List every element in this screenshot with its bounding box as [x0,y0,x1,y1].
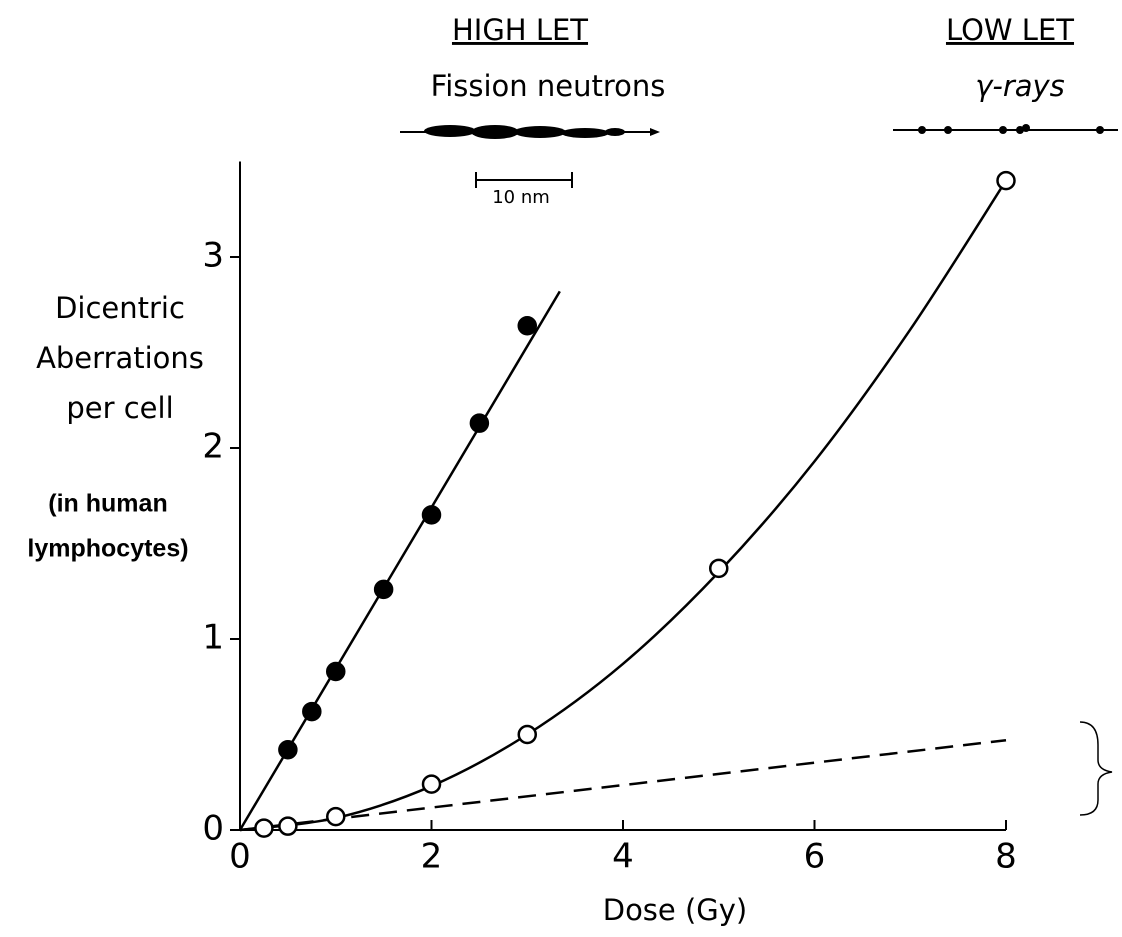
data-point [278,740,298,760]
y-tick-label: 2 [202,427,224,467]
y-label-note: lymphocytes) [27,535,188,563]
y-tick-label: 3 [202,236,224,276]
fit-line [238,290,561,831]
y-tick-label: 1 [202,618,224,658]
data-point [302,701,322,722]
x-tick-label: 8 [995,837,1017,877]
header-subtitle: Fission neutrons [431,69,666,103]
header-subtitle: γ-rays [975,69,1065,103]
header-title: HIGH LET [452,13,588,47]
data-point [326,661,346,682]
data-point [517,316,537,336]
track-dots [424,125,625,139]
y-label-line: Dicentric [55,291,185,325]
x-tick-label: 2 [421,837,443,877]
brace [1079,721,1113,816]
x-tick-label: 6 [804,837,826,877]
x-tick-label: 0 [229,837,251,877]
y-tick-label: 0 [202,809,224,849]
data-point [421,505,442,525]
y-label-note: (in human [48,490,167,518]
data-point [709,558,729,579]
data-point [469,413,490,433]
x-label: Dose (Gy) [603,893,748,927]
data-point [254,818,274,838]
data-point [421,774,442,794]
arrow [650,128,660,136]
y-label-line: Aberrations [36,341,204,375]
data-point [996,170,1016,191]
x-tick-label: 4 [612,837,634,877]
y-label-line: per cell [66,391,173,425]
header-right: LOW LET γ-rays [893,13,1118,134]
data-point [326,806,346,827]
data-point [517,724,537,745]
fit-line [239,179,1008,832]
fit-line [239,738,1007,832]
data-point [373,579,394,600]
header-left: HIGH LET Fission neutrons 10 nm [400,13,665,208]
track-dots [918,124,1104,134]
scale-label: 10 nm [492,187,550,208]
header-title: LOW LET [946,13,1074,47]
y-label: Dicentric Aberrations per cell (in human lym… [27,291,204,563]
data-point [278,816,298,836]
